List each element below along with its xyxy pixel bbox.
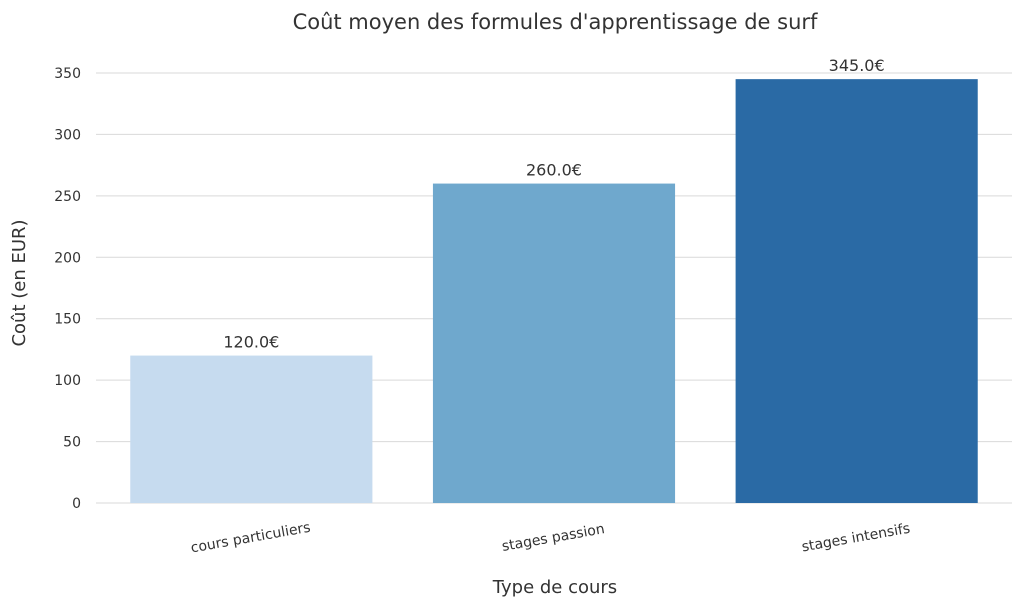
data-label: 260.0€ [526, 161, 582, 180]
x-axis-label: Type de cours [492, 577, 617, 598]
y-tick-label: 250 [54, 189, 81, 205]
y-tick-label: 300 [54, 127, 81, 143]
y-tick-label: 100 [54, 373, 81, 389]
data-labels: 120.0€ 260.0€ 345.0€ [223, 56, 884, 351]
bar [432, 183, 676, 504]
data-label: 345.0€ [829, 56, 885, 75]
x-tick-label: cours particuliers [190, 520, 312, 557]
bar [735, 79, 978, 504]
y-tick-label: 50 [63, 435, 81, 451]
y-tick-label: 0 [72, 496, 81, 512]
y-tick-label: 200 [54, 250, 81, 266]
y-tick-labels: 0 50 100 150 200 250 300 350 [54, 66, 81, 512]
data-label: 120.0€ [223, 333, 279, 352]
x-tick-label: stages intensifs [801, 521, 912, 556]
chart-title: Coût moyen des formules d'apprentissage … [293, 10, 818, 34]
x-tick-labels: cours particuliers stages passion stages i… [190, 520, 912, 557]
bar [130, 355, 373, 503]
y-tick-label: 350 [54, 66, 81, 82]
y-tick-label: 150 [54, 312, 81, 328]
y-axis-label: Coût (en EUR) [9, 219, 30, 346]
bars [130, 79, 978, 504]
x-tick-label: stages passion [501, 521, 606, 555]
